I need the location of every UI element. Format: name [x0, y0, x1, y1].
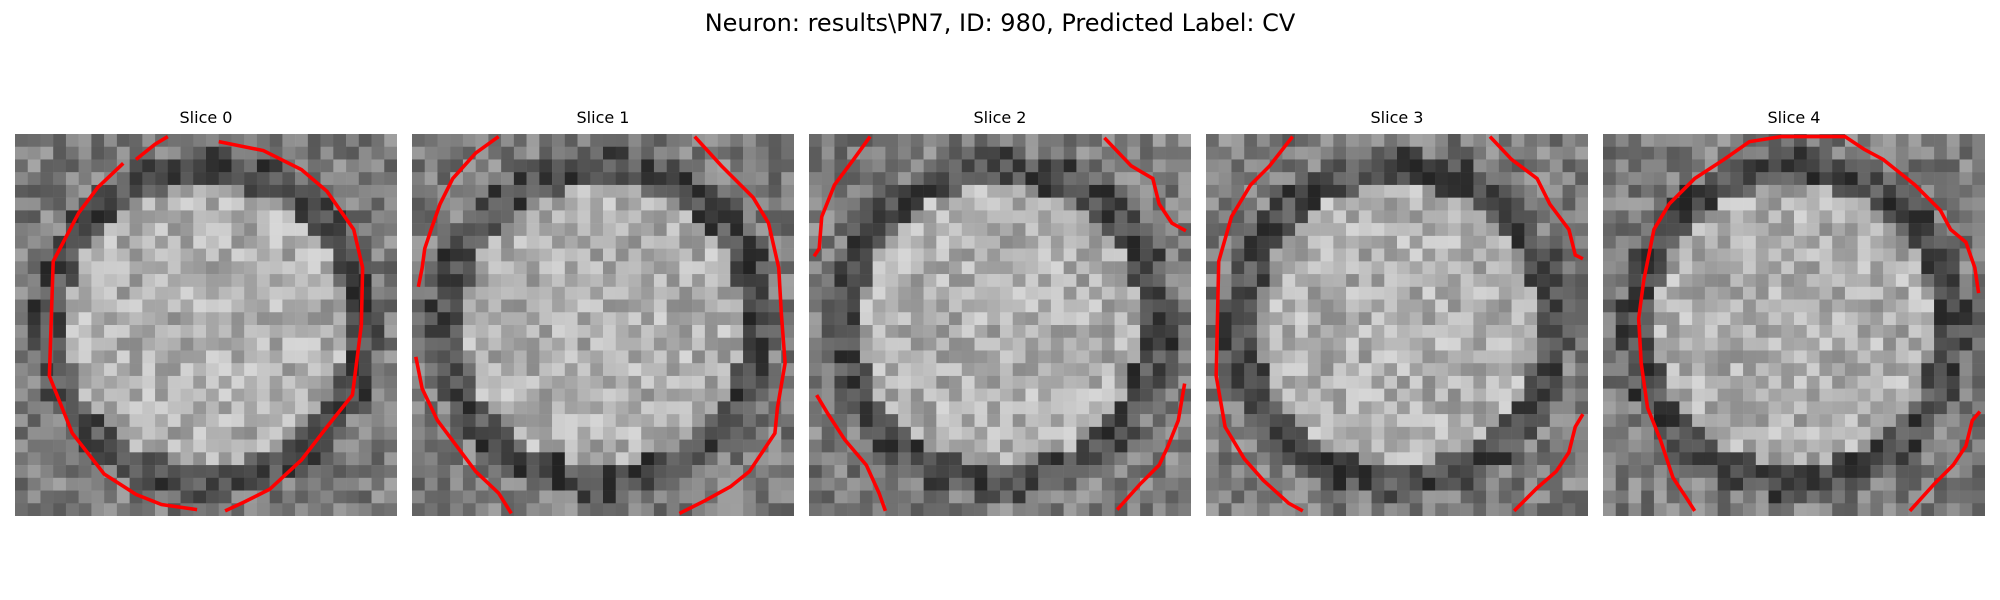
- slice-image: [1206, 134, 1588, 516]
- slice-panel-3: Slice 3: [1206, 108, 1588, 516]
- contour-line: [1103, 136, 1187, 233]
- contour-line: [218, 139, 365, 513]
- contour-line: [416, 135, 500, 288]
- slice-image: [15, 134, 397, 516]
- slice-title: Slice 1: [576, 108, 630, 127]
- pixel-grid: [412, 134, 794, 516]
- slice-image: [809, 134, 1191, 516]
- contour-line: [414, 356, 513, 515]
- slice-title: Slice 4: [1767, 108, 1821, 127]
- slice-title: Slice 2: [973, 108, 1027, 127]
- figure-title: Neuron: results\PN7, ID: 980, Predicted …: [704, 9, 1296, 37]
- contour-line: [812, 135, 872, 258]
- contour-line: [1488, 135, 1584, 261]
- contour-line: [1214, 135, 1304, 513]
- slice-panel-1: Slice 1: [412, 108, 794, 516]
- slice-title: Slice 3: [1370, 108, 1424, 127]
- slice-panel-0: Slice 0: [15, 108, 397, 516]
- slice-title: Slice 0: [179, 108, 233, 127]
- pixel-grid: [1603, 134, 1985, 516]
- slice-panel-2: Slice 2: [809, 108, 1191, 516]
- contour-line: [1908, 410, 1982, 513]
- contour-line: [1512, 413, 1585, 513]
- slice-panel-4: Slice 4: [1603, 108, 1985, 516]
- contour-line: [678, 135, 787, 516]
- contour-line: [815, 394, 888, 512]
- slice-image: [1603, 134, 1985, 516]
- slice-image: [412, 134, 794, 516]
- pixel-grid: [1206, 134, 1588, 516]
- contour-line: [1115, 383, 1187, 511]
- contour-line: [47, 161, 198, 512]
- contour-line: [1636, 134, 1981, 512]
- contour-line: [134, 135, 169, 161]
- pixel-grid: [809, 134, 1191, 516]
- pixel-grid: [15, 134, 397, 516]
